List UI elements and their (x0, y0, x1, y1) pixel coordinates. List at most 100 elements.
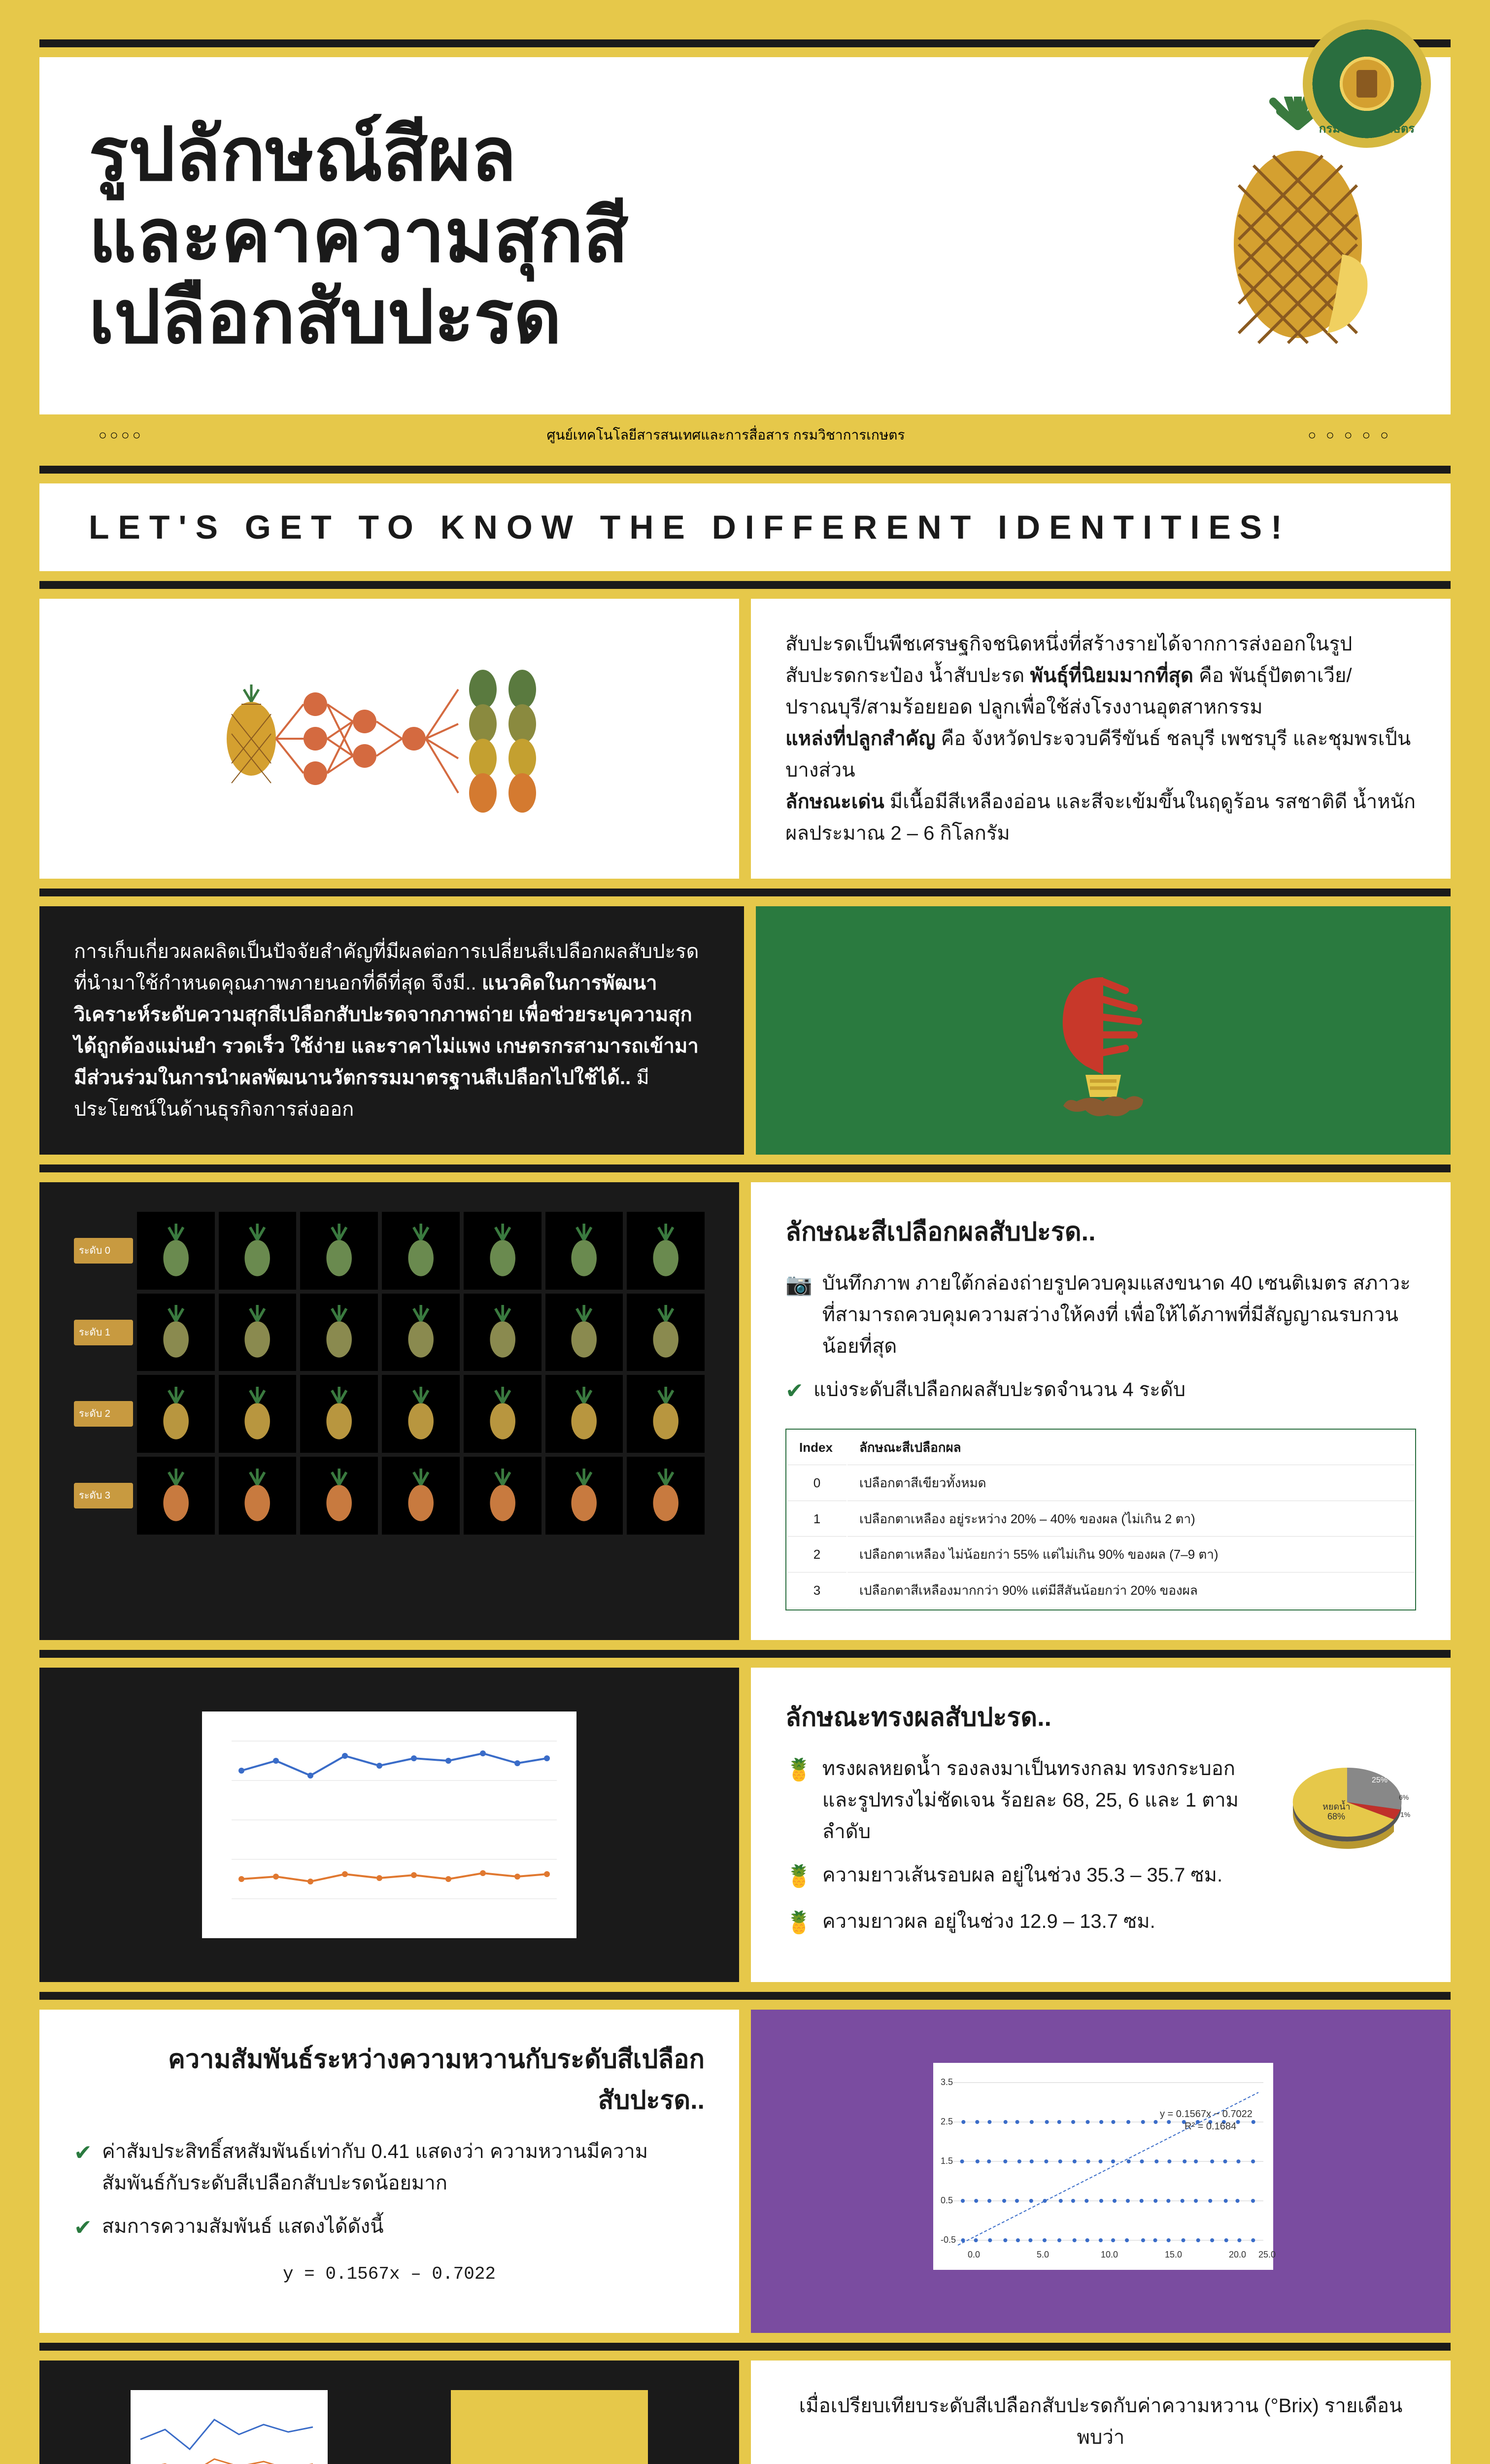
grid-sample (382, 1457, 460, 1535)
grid-row-label: ระดับ 2 (74, 1401, 133, 1427)
intro-b1: พันธุ์ที่นิยมมากที่สุด (1030, 665, 1193, 686)
shape-l3: ความยาวผล อยู่ในช่วง 12.9 – 13.7 ซม. (822, 1906, 1155, 1937)
check-icon: ✔ (785, 1374, 804, 1408)
peel-features: ลักษณะสีเปลือกผลสับปะรด.. 📷 บันทึกภาพ ภาย… (751, 1182, 1451, 1640)
check-icon: ✔ (74, 2211, 92, 2245)
meta-row: ○○○○ ศูนย์เทคโนโลยีสารสนเทศและการสื่อสาร… (39, 414, 1451, 456)
grid-sample (627, 1457, 705, 1535)
svg-text:2.5: 2.5 (941, 2117, 953, 2126)
svg-text:6%: 6% (1399, 1793, 1409, 1801)
svg-text:20.0: 20.0 (1229, 2250, 1246, 2259)
shape-features: ลักษณะทรงผลสับปะรด.. หยดน้ำ68% 25% 6% 1%… (751, 1668, 1451, 1982)
meta-center: ศูนย์เทคโนโลยีสารสนเทศและการสื่อสาร กรมว… (546, 424, 905, 446)
grid-sample (219, 1212, 297, 1290)
grid-sample (219, 1294, 297, 1371)
svg-text:68%: 68% (1327, 1812, 1345, 1821)
grid-sample (300, 1375, 378, 1453)
svg-text:15.0: 15.0 (1165, 2250, 1182, 2259)
image-grid: ระดับ 0 ระดับ 1 ระดับ 2 ระดับ 3 (39, 1182, 739, 1640)
pineapple-icon: 🍍 (785, 1906, 813, 1940)
intro-b3: ลักษณะเด่น (785, 791, 884, 813)
divider-bar (39, 1992, 1451, 2000)
section-banner: LET'S GET TO KNOW THE DIFFERENT IDENTITI… (39, 483, 1451, 571)
grid-sample (300, 1212, 378, 1290)
svg-text:3.5: 3.5 (941, 2077, 953, 2087)
svg-text:-0.5: -0.5 (941, 2235, 956, 2245)
grid-row-label: ระดับ 3 (74, 1483, 133, 1508)
grid-sample (382, 1294, 460, 1371)
svg-text:5.0: 5.0 (1037, 2250, 1049, 2259)
pineapple-icon: 🍍 (785, 1753, 813, 1787)
pie-chart: หยดน้ำ68% 25% 6% 1% (1278, 1753, 1416, 1861)
title-block: รูปลักษณ์สีผล และคาความสุกสี เปลือกสับปะ… (39, 57, 1451, 414)
grid-sample (545, 1212, 623, 1290)
divider-bar (39, 581, 1451, 589)
corr-equation: y = 0.1567x – 0.7022 (74, 2260, 705, 2289)
svg-text:R² = 0.1684: R² = 0.1684 (1185, 2121, 1236, 2132)
correlation-text: ความสัมพันธ์ระหว่างความหวานกับระดับสีเปล… (39, 2010, 739, 2333)
nn-diagram (39, 599, 739, 879)
divider-bar (39, 1650, 1451, 1658)
peel-l1: บันทึกภาพ ภายใต้กล่องถ่ายรูปควบคุมแสงขนา… (822, 1267, 1416, 1362)
grid-sample (219, 1457, 297, 1535)
grid-sample (627, 1212, 705, 1290)
idea-icon-box (756, 906, 1451, 1155)
grid-sample (545, 1294, 623, 1371)
mini-charts (39, 2361, 739, 2464)
intro-text: สับปะรดเป็นพืชเศรษฐกิจชนิดหนึ่งที่สร้างร… (751, 599, 1451, 879)
line-chart-box (39, 1668, 739, 1982)
svg-text:10.0: 10.0 (1101, 2250, 1118, 2259)
grid-sample (300, 1457, 378, 1535)
grid-sample (219, 1375, 297, 1453)
grid-sample (464, 1212, 542, 1290)
grid-sample (627, 1375, 705, 1453)
svg-text:0.5: 0.5 (941, 2195, 953, 2205)
grid-sample (382, 1375, 460, 1453)
corr-heading: ความสัมพันธ์ระหว่างความหวานกับระดับสีเปล… (74, 2039, 705, 2121)
check-icon: ✔ (74, 2136, 92, 2170)
svg-text:25%: 25% (1372, 1776, 1388, 1784)
corr-l1: ค่าสัมประสิทธิ์สหสัมพันธ์เท่ากับ 0.41 แส… (102, 2136, 705, 2199)
concept-para: การเก็บเกี่ยวผลผลิตเป็นปัจจัยสำคัญที่มีผ… (39, 906, 744, 1155)
svg-text:1%: 1% (1400, 1811, 1410, 1818)
divider-bar (39, 889, 1451, 896)
shape-l1: ทรงผลหยดน้ำ รองลงมาเป็นทรงกลม ทรงกระบอก … (822, 1753, 1258, 1848)
svg-text:25.0: 25.0 (1258, 2250, 1276, 2259)
grid-row-label: ระดับ 0 (74, 1238, 133, 1264)
svg-text:หยดน้ำ: หยดน้ำ (1322, 1800, 1351, 1812)
dots-right: ○ ○ ○ ○ ○ (1308, 427, 1391, 443)
grid-sample (464, 1294, 542, 1371)
peel-heading: ลักษณะสีเปลือกผลสับปะรด.. (785, 1212, 1416, 1253)
grid-sample (545, 1457, 623, 1535)
grid-sample (137, 1375, 215, 1453)
grid-sample (545, 1375, 623, 1453)
grid-sample (137, 1294, 215, 1371)
grid-sample (137, 1457, 215, 1535)
svg-text:1.5: 1.5 (941, 2156, 953, 2166)
camera-icon: 📷 (785, 1267, 813, 1302)
index-table: Indexลักษณะสีเปลือกผล 0เปลือกตาสีเขียวทั… (785, 1429, 1416, 1610)
grid-row-label: ระดับ 1 (74, 1320, 133, 1345)
corr-l2: สมการความสัมพันธ์ แสดงได้ดังนี้ (102, 2211, 384, 2242)
org-logo-badge (1303, 20, 1431, 148)
svg-text:0.0: 0.0 (968, 2250, 980, 2259)
divider-bar (39, 2343, 1451, 2351)
svg-text:y = 0.1567x − 0.7022: y = 0.1567x − 0.7022 (1160, 2109, 1253, 2120)
divider-bar (39, 1164, 1451, 1172)
dots-left: ○○○○ (99, 427, 144, 443)
grid-sample (464, 1375, 542, 1453)
scatter-box: y = 0.1567x − 0.7022 R² = 0.1684 -0.5 0.5… (751, 2010, 1451, 2333)
grid-sample (627, 1294, 705, 1371)
shape-heading: ลักษณะทรงผลสับปะรด.. (785, 1697, 1416, 1738)
grid-sample (137, 1212, 215, 1290)
brix-intro: เมื่อเปรียบเทียบระดับสีเปลือกสับปะรดกับค… (785, 2390, 1416, 2453)
shape-l2: ความยาวเส้นรอบผล อยู่ในช่วง 35.3 – 35.7 … (822, 1859, 1222, 1891)
peel-l2: แบ่งระดับสีเปลือกผลสับปะรดจำนวน 4 ระดับ (813, 1374, 1185, 1405)
divider-bar (39, 39, 1451, 47)
pineapple-icon: 🍍 (785, 1859, 813, 1894)
intro-b2: แหล่งที่ปลูกสำคัญ (785, 728, 935, 750)
grid-sample (300, 1294, 378, 1371)
grid-sample (464, 1457, 542, 1535)
brix-text: เมื่อเปรียบเทียบระดับสีเปลือกสับปะรดกับค… (751, 2361, 1451, 2464)
grid-sample (382, 1212, 460, 1290)
